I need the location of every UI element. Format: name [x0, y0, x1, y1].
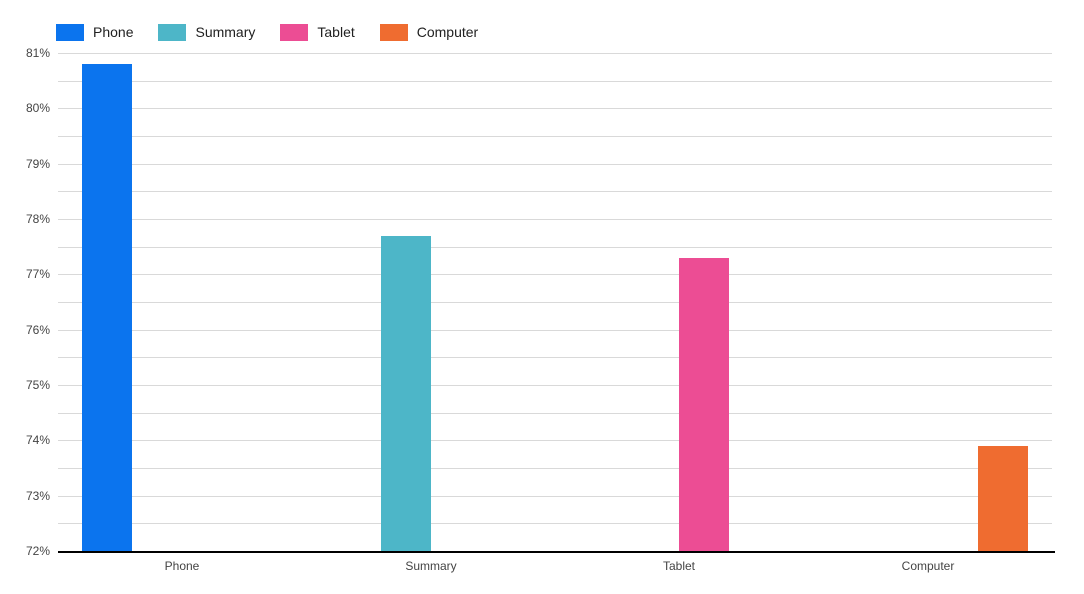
x-tick-label-tablet: Tablet: [662, 559, 696, 573]
y-tick-label: 72%: [25, 544, 50, 558]
chart-legend: Phone Summary Tablet Computer: [56, 24, 478, 41]
gridline: [58, 330, 1052, 331]
legend-swatch-summary: [158, 24, 187, 41]
gridline: [58, 164, 1052, 165]
gridline: [58, 81, 1052, 82]
legend-swatch-computer: [379, 24, 408, 41]
y-tick-label: 73%: [25, 489, 50, 503]
gridline: [58, 302, 1052, 303]
bar-summary: [381, 236, 431, 551]
y-tick-label: 76%: [25, 323, 50, 337]
legend-item-summary: Summary: [158, 24, 255, 41]
gridline: [58, 247, 1052, 248]
y-tick-label: 81%: [25, 46, 50, 60]
gridline: [58, 496, 1052, 497]
gridline: [58, 136, 1052, 137]
gridline: [58, 191, 1052, 192]
y-tick-label: 77%: [25, 267, 50, 281]
bar-computer: [978, 446, 1028, 551]
y-tick-label: 80%: [25, 101, 50, 115]
gridline: [58, 53, 1052, 54]
legend-item-computer: Computer: [379, 24, 479, 41]
y-tick-label: 75%: [25, 378, 50, 392]
x-tick-label-summary: Summary: [405, 559, 457, 573]
legend-label-computer: Computer: [416, 24, 479, 40]
gridline: [58, 523, 1052, 524]
x-axis-line: [58, 551, 1055, 553]
gridline: [58, 219, 1052, 220]
gridline: [58, 108, 1052, 109]
legend-item-phone: Phone: [56, 24, 133, 41]
legend-label-tablet: Tablet: [317, 24, 355, 40]
legend-swatch-phone: [56, 24, 84, 41]
gridline: [58, 357, 1052, 358]
gridline: [58, 440, 1052, 441]
x-tick-label-computer: Computer: [901, 559, 955, 573]
bar-phone: [82, 64, 132, 551]
legend-label-phone: Phone: [93, 24, 134, 40]
bar-tablet: [679, 258, 729, 551]
gridline: [58, 413, 1052, 414]
gridline: [58, 274, 1052, 275]
legend-item-tablet: Tablet: [280, 24, 355, 41]
gridline: [58, 385, 1052, 386]
legend-label-summary: Summary: [195, 24, 256, 40]
y-tick-label: 74%: [25, 433, 50, 447]
legend-swatch-tablet: [280, 24, 309, 41]
gridline: [58, 468, 1052, 469]
y-tick-label: 78%: [25, 212, 50, 226]
x-tick-label-phone: Phone: [164, 559, 200, 573]
y-tick-label: 79%: [25, 157, 50, 171]
